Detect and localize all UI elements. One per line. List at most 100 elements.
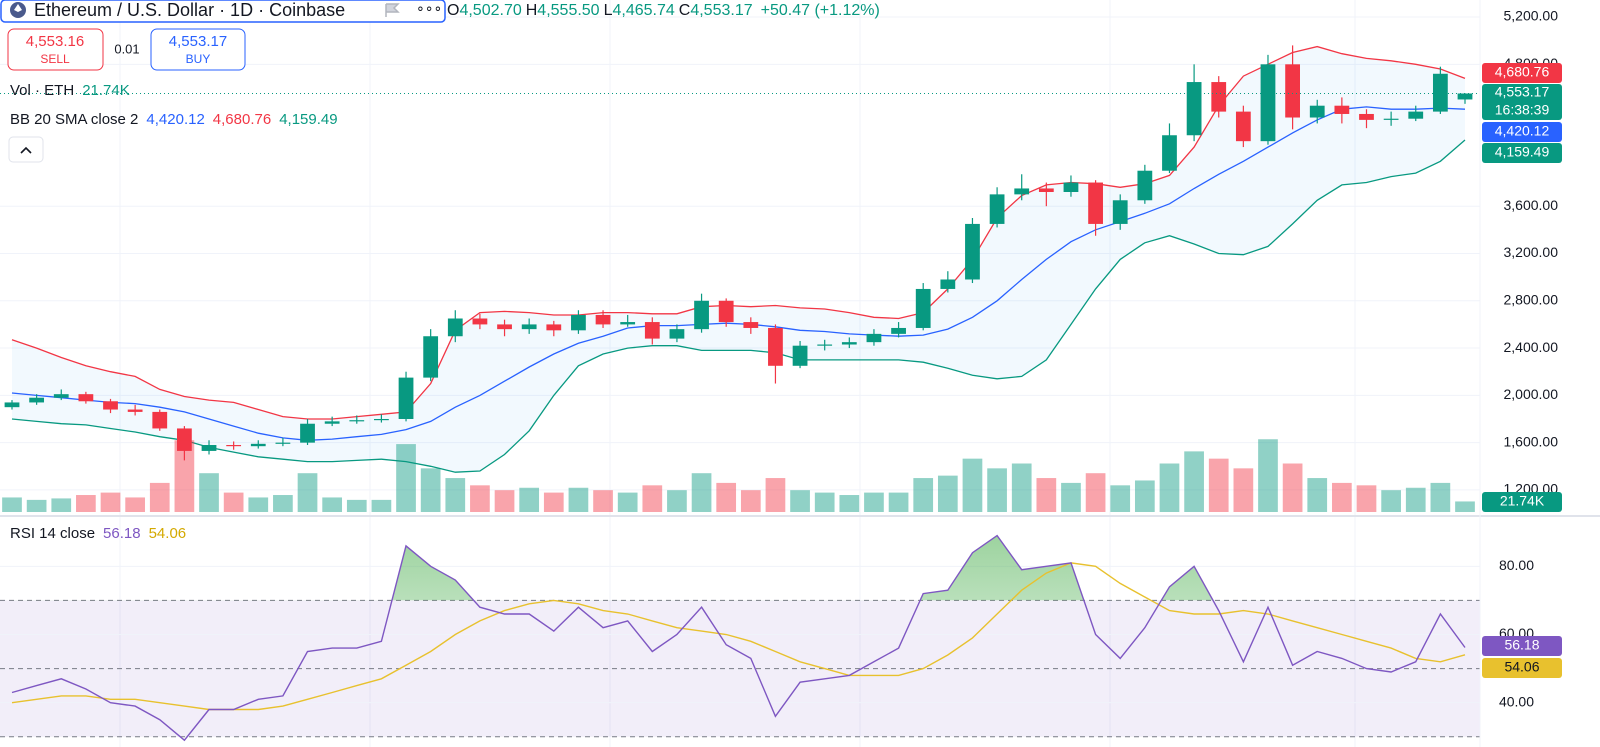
candle-body	[546, 324, 562, 331]
candle-body	[817, 344, 833, 346]
buy-button[interactable]	[150, 28, 246, 71]
volume-bar	[174, 440, 195, 512]
volume-bar	[519, 487, 540, 512]
sell-label[interactable]: SELL	[40, 52, 70, 66]
volume-bar	[1061, 482, 1081, 512]
buy-label[interactable]: BUY	[186, 52, 211, 66]
flag-icon[interactable]	[385, 3, 400, 17]
more-icon[interactable]: ∘∘∘	[416, 0, 442, 16]
volume-bar	[2, 497, 22, 512]
candle-body	[792, 345, 808, 366]
volume-bar	[543, 492, 564, 512]
volume-bar	[1258, 439, 1278, 512]
ohlc-key: H	[526, 2, 538, 19]
candle-body	[1038, 188, 1054, 193]
bb-upper-badge-label: 4,680.76	[1495, 64, 1550, 80]
sell-price[interactable]: 4,553.16	[26, 33, 84, 50]
volume-bar	[1430, 482, 1451, 512]
candle-body	[965, 223, 980, 280]
volume-title: Vol · ETH 21.74K	[10, 82, 130, 99]
candle-body	[398, 377, 414, 419]
volume-bar	[1110, 485, 1131, 512]
axes: 1,200.001,600.002,000.002,400.002,800.00…	[1499, 8, 1558, 710]
candle-body	[1014, 188, 1030, 195]
plot	[0, 16, 1480, 742]
volume-bar	[445, 478, 466, 512]
y-tick-label: 3,600.00	[1504, 197, 1559, 213]
last-price-label: 4,553.17	[1495, 84, 1550, 100]
rsi-value: 56.18	[103, 525, 141, 542]
sell-button[interactable]	[7, 28, 104, 71]
candle-body	[250, 443, 266, 447]
ohlc-key: L	[604, 2, 613, 19]
caret-icon[interactable]	[20, 146, 32, 154]
volume-bar	[346, 499, 367, 512]
volume-bar	[1356, 485, 1377, 512]
candle-body	[620, 322, 636, 325]
y-tick-label: 2,800.00	[1504, 291, 1559, 307]
volume-bar	[839, 495, 860, 512]
symbol-box[interactable]	[0, 0, 446, 23]
candle-body	[29, 397, 45, 403]
candle-body	[497, 324, 512, 330]
buy-price[interactable]: 4,553.17	[169, 33, 227, 50]
candle-body	[201, 445, 217, 451]
volume-bar	[26, 499, 47, 512]
rsi-line	[11, 534, 1466, 742]
candle-body	[521, 324, 537, 330]
volume-bar	[888, 492, 909, 512]
bb-basis-badge-label: 4,420.12	[1495, 123, 1550, 139]
candle-body	[1088, 182, 1103, 224]
y-tick-label: 3,200.00	[1504, 244, 1559, 260]
bb-line	[11, 106, 1466, 441]
bb-upper-value: 4,680.76	[213, 111, 271, 128]
volume-bar	[790, 490, 810, 512]
y-tick-label: 5,200.00	[1504, 8, 1559, 24]
volume-bar	[937, 475, 958, 512]
rsi-ma-badge-label: 54.06	[1504, 659, 1539, 675]
volume-bar	[322, 497, 343, 512]
symbol-title: Ethereum / U.S. Dollar · 1D · Coinbase	[34, 0, 345, 20]
volume-bar	[76, 495, 96, 512]
bb-basis-value: 4,420.12	[146, 111, 204, 128]
bb-name: BB 20 SMA close 2	[10, 111, 138, 128]
bb-band-fill	[12, 46, 1465, 473]
bb-line	[11, 139, 1466, 473]
volume-bar	[51, 498, 72, 512]
rsi-ma-badge-label-badge	[1482, 658, 1562, 678]
candle-body	[669, 329, 685, 339]
countdown: 16:38:39	[1495, 102, 1550, 118]
candle-body	[1211, 82, 1227, 112]
last-price-badge	[1482, 84, 1562, 120]
volume-bar	[716, 482, 737, 512]
volume-bar	[1085, 473, 1106, 512]
y-tick-label: 40.00	[1499, 693, 1534, 709]
volume-bar	[1036, 478, 1057, 512]
candle-body	[1235, 111, 1251, 142]
volume-bar	[125, 497, 145, 512]
candle-body	[1432, 73, 1448, 112]
candle-body	[694, 300, 709, 330]
candle-body	[53, 394, 69, 398]
candle-body	[423, 336, 439, 378]
ohlc-value: 4,555.50	[537, 2, 599, 19]
volume-bar	[1282, 463, 1303, 512]
volume-bar	[1184, 451, 1204, 512]
ohlc-line: O4,502.70 H4,555.50 L4,465.74 C4,553.17 +50.…	[447, 2, 880, 19]
volume-bar	[617, 492, 638, 512]
candle-body	[1260, 64, 1276, 142]
y-tick-label: 80.00	[1499, 557, 1534, 573]
candle-body	[472, 318, 488, 325]
candle-body	[1137, 170, 1153, 201]
candle-body	[940, 279, 956, 289]
candle-body	[1334, 105, 1350, 114]
volume-badge-label: 21.74K	[1500, 493, 1545, 509]
volume-bar	[987, 468, 1007, 512]
candle-body	[374, 418, 389, 421]
candle-body	[1186, 82, 1202, 136]
candle-body	[78, 394, 94, 402]
candle-body	[127, 409, 143, 412]
collapse-button[interactable]	[8, 136, 44, 163]
ohlc-value: 4,553.17	[690, 2, 752, 19]
